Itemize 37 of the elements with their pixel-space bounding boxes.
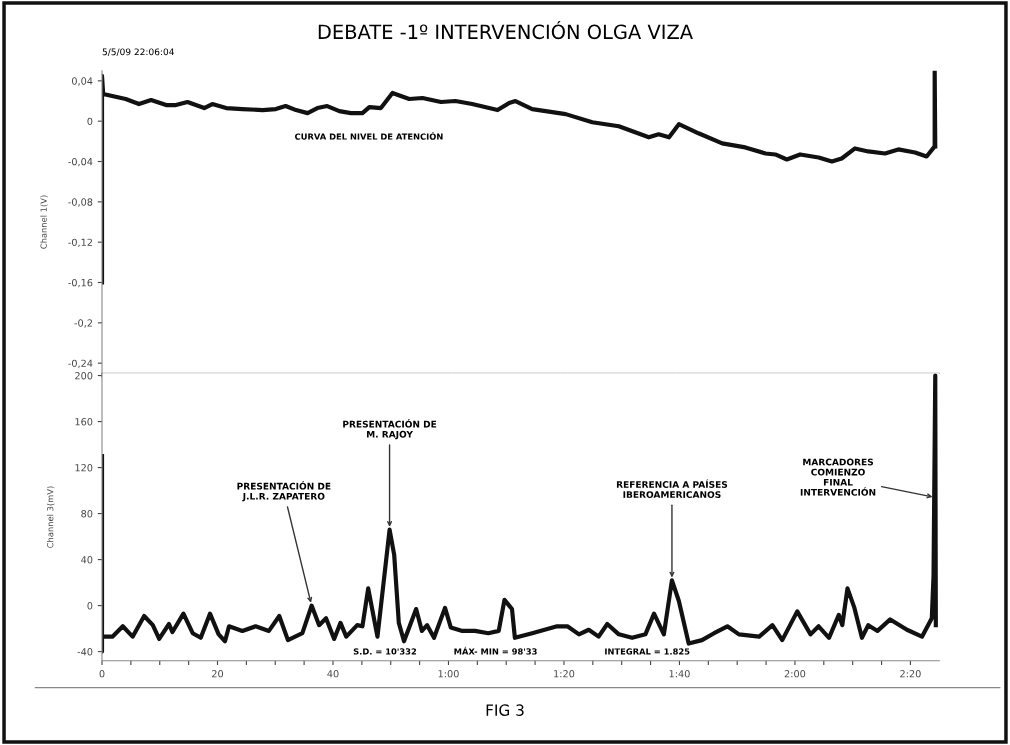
y-axis-title: Channel 3(mV) [46,486,55,548]
x-tick-label: 40 [327,670,339,678]
y-tick-label: 40 [81,556,93,564]
y-axis-title: Channel 1(V) [40,195,48,249]
annotation: MARCADORES COMIENZO FINAL INTERVENCIÓN [800,458,876,496]
y-tick-label: -0,12 [68,238,93,247]
x-tick-label: 20 [212,670,224,678]
y-tick-label: -0,2 [74,319,93,328]
y-tick-label: 0 [87,602,93,610]
x-tick-label: 1:20 [554,670,575,678]
y-tick-label: 0,04 [71,77,93,86]
x-tick-label: 2:20 [900,670,921,678]
chart-title: DEBATE -1º INTERVENCIÓN OLGA VIZA [318,20,693,40]
y-tick-label: 200 [75,372,93,380]
annotation: PRESENTACIÓN DE M. RAJOY [343,419,437,440]
y-tick-label: 80 [81,510,93,518]
text: 5/5/09 22:06:04 [102,48,174,56]
annotation: CURVA DEL NIVEL DE ATENCIÓN [295,131,443,140]
y-tick-label: -0,16 [68,278,93,288]
annotation: PRESENTACIÓN DE J.L.R. ZAPATERO [237,481,331,502]
annotation: INTEGRAL = 1.825 [605,648,690,655]
y-tick-label: 0 [87,117,93,126]
caption: FIG 3 [486,704,524,716]
annotation: MÁX- MIN = 98'33 [454,646,537,655]
annotation: REFERENCIA A PAÍSES IBEROAMERICANOS [616,479,728,498]
x-tick-label: 2:00 [784,670,806,678]
y-tick-label: -40 [77,648,93,656]
y-tick-label: -0,24 [68,359,93,368]
y-tick-label: 120 [75,464,93,472]
x-tick-label: 1:40 [669,670,690,678]
y-tick-label: -0,04 [68,157,93,167]
x-tick-label: 1:00 [438,670,459,678]
y-tick-label: 160 [75,418,93,426]
line-series [102,70,938,285]
annotation: S.D. = 10'332 [353,648,417,655]
x-tick-label: 0 [99,670,105,678]
y-tick-label: -0,08 [68,198,93,207]
